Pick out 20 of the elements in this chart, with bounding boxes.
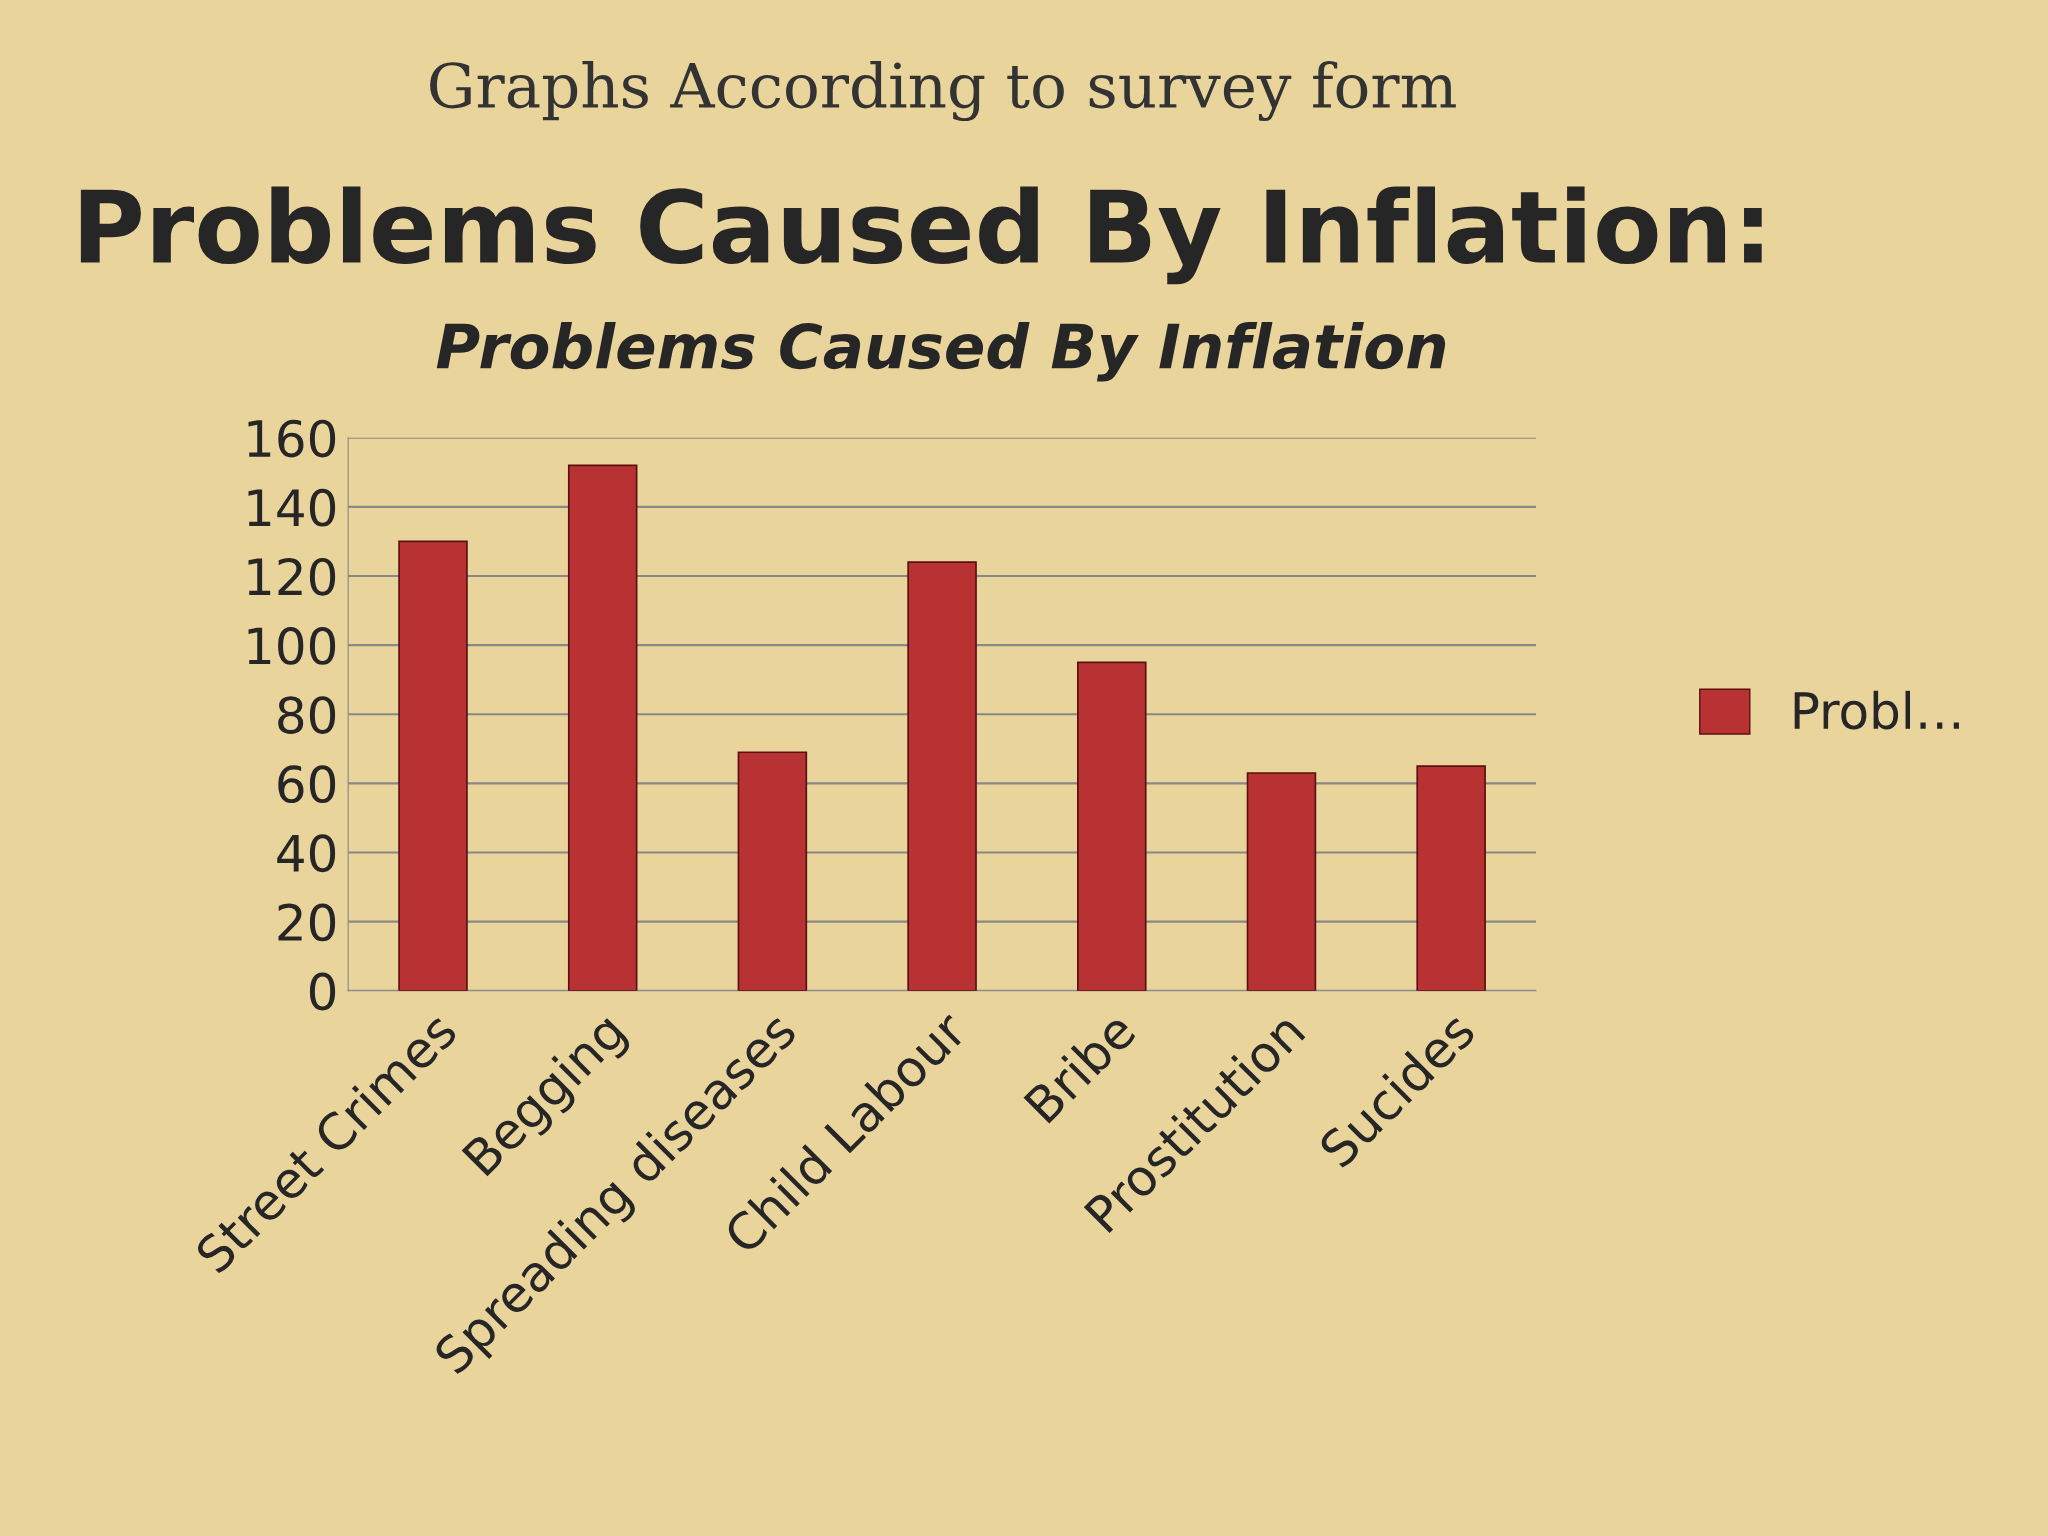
text: Problems Caused By Inflation: — [80, 186, 1762, 285]
y-tick-label: 20 — [278, 903, 336, 942]
bar — [398, 540, 468, 991]
bar — [1076, 661, 1147, 991]
bar — [737, 751, 808, 991]
y-tick-label: 40 — [277, 834, 336, 873]
y-tick-label: 60 — [278, 765, 336, 804]
y-tick-label: 160 — [248, 419, 336, 458]
y-tick-label: 0 — [309, 972, 336, 1011]
bar — [1416, 765, 1486, 991]
legend-label: Probl… — [1794, 690, 1959, 730]
bar — [1246, 772, 1317, 991]
bar — [567, 464, 638, 991]
bar — [907, 561, 977, 991]
y-tick-label: 140 — [248, 488, 336, 527]
chart-title: Problems Caused By Inflation — [436, 321, 1446, 382]
y-tick-label: 100 — [248, 627, 336, 665]
y-tick-label: 80 — [278, 696, 336, 734]
y-tick-label: 120 — [248, 557, 336, 596]
text: Graphs According to survey form — [430, 61, 1456, 122]
